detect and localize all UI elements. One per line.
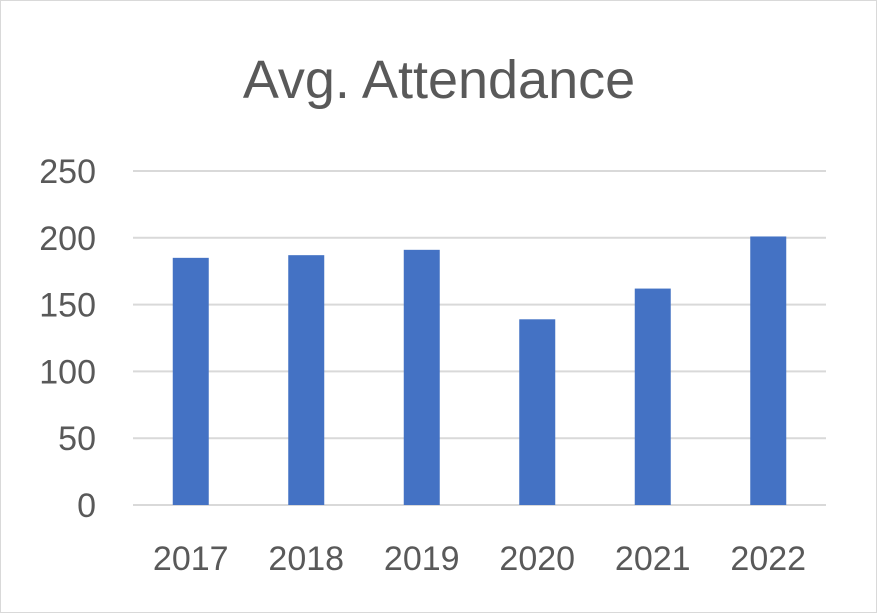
bar-2020 bbox=[519, 319, 556, 505]
bar-2022 bbox=[750, 236, 787, 506]
y-axis-tick-labels: 0 50 100 150 200 250 bbox=[39, 153, 96, 525]
bar-2018 bbox=[288, 255, 325, 505]
x-tick-label: 2022 bbox=[730, 540, 806, 578]
x-tick-label: 2019 bbox=[384, 540, 460, 578]
bar-2019 bbox=[403, 249, 440, 505]
y-tick-label: 150 bbox=[39, 287, 96, 325]
y-tick-label: 200 bbox=[39, 220, 96, 258]
bar-2021 bbox=[634, 288, 671, 505]
x-tick-label: 2020 bbox=[499, 540, 575, 578]
bar-2017 bbox=[172, 257, 209, 505]
y-tick-label: 100 bbox=[39, 353, 96, 391]
x-tick-label: 2021 bbox=[615, 540, 691, 578]
x-tick-label: 2017 bbox=[153, 540, 229, 578]
chart-title: Avg. Attendance bbox=[243, 50, 635, 110]
bars bbox=[172, 236, 787, 506]
x-axis-tick-labels: 2017 2018 2019 2020 2021 2022 bbox=[153, 540, 806, 578]
x-tick-label: 2018 bbox=[268, 540, 344, 578]
y-tick-label: 0 bbox=[77, 487, 96, 525]
y-tick-label: 250 bbox=[39, 153, 96, 191]
gridlines bbox=[133, 170, 826, 506]
y-tick-label: 50 bbox=[58, 420, 96, 458]
